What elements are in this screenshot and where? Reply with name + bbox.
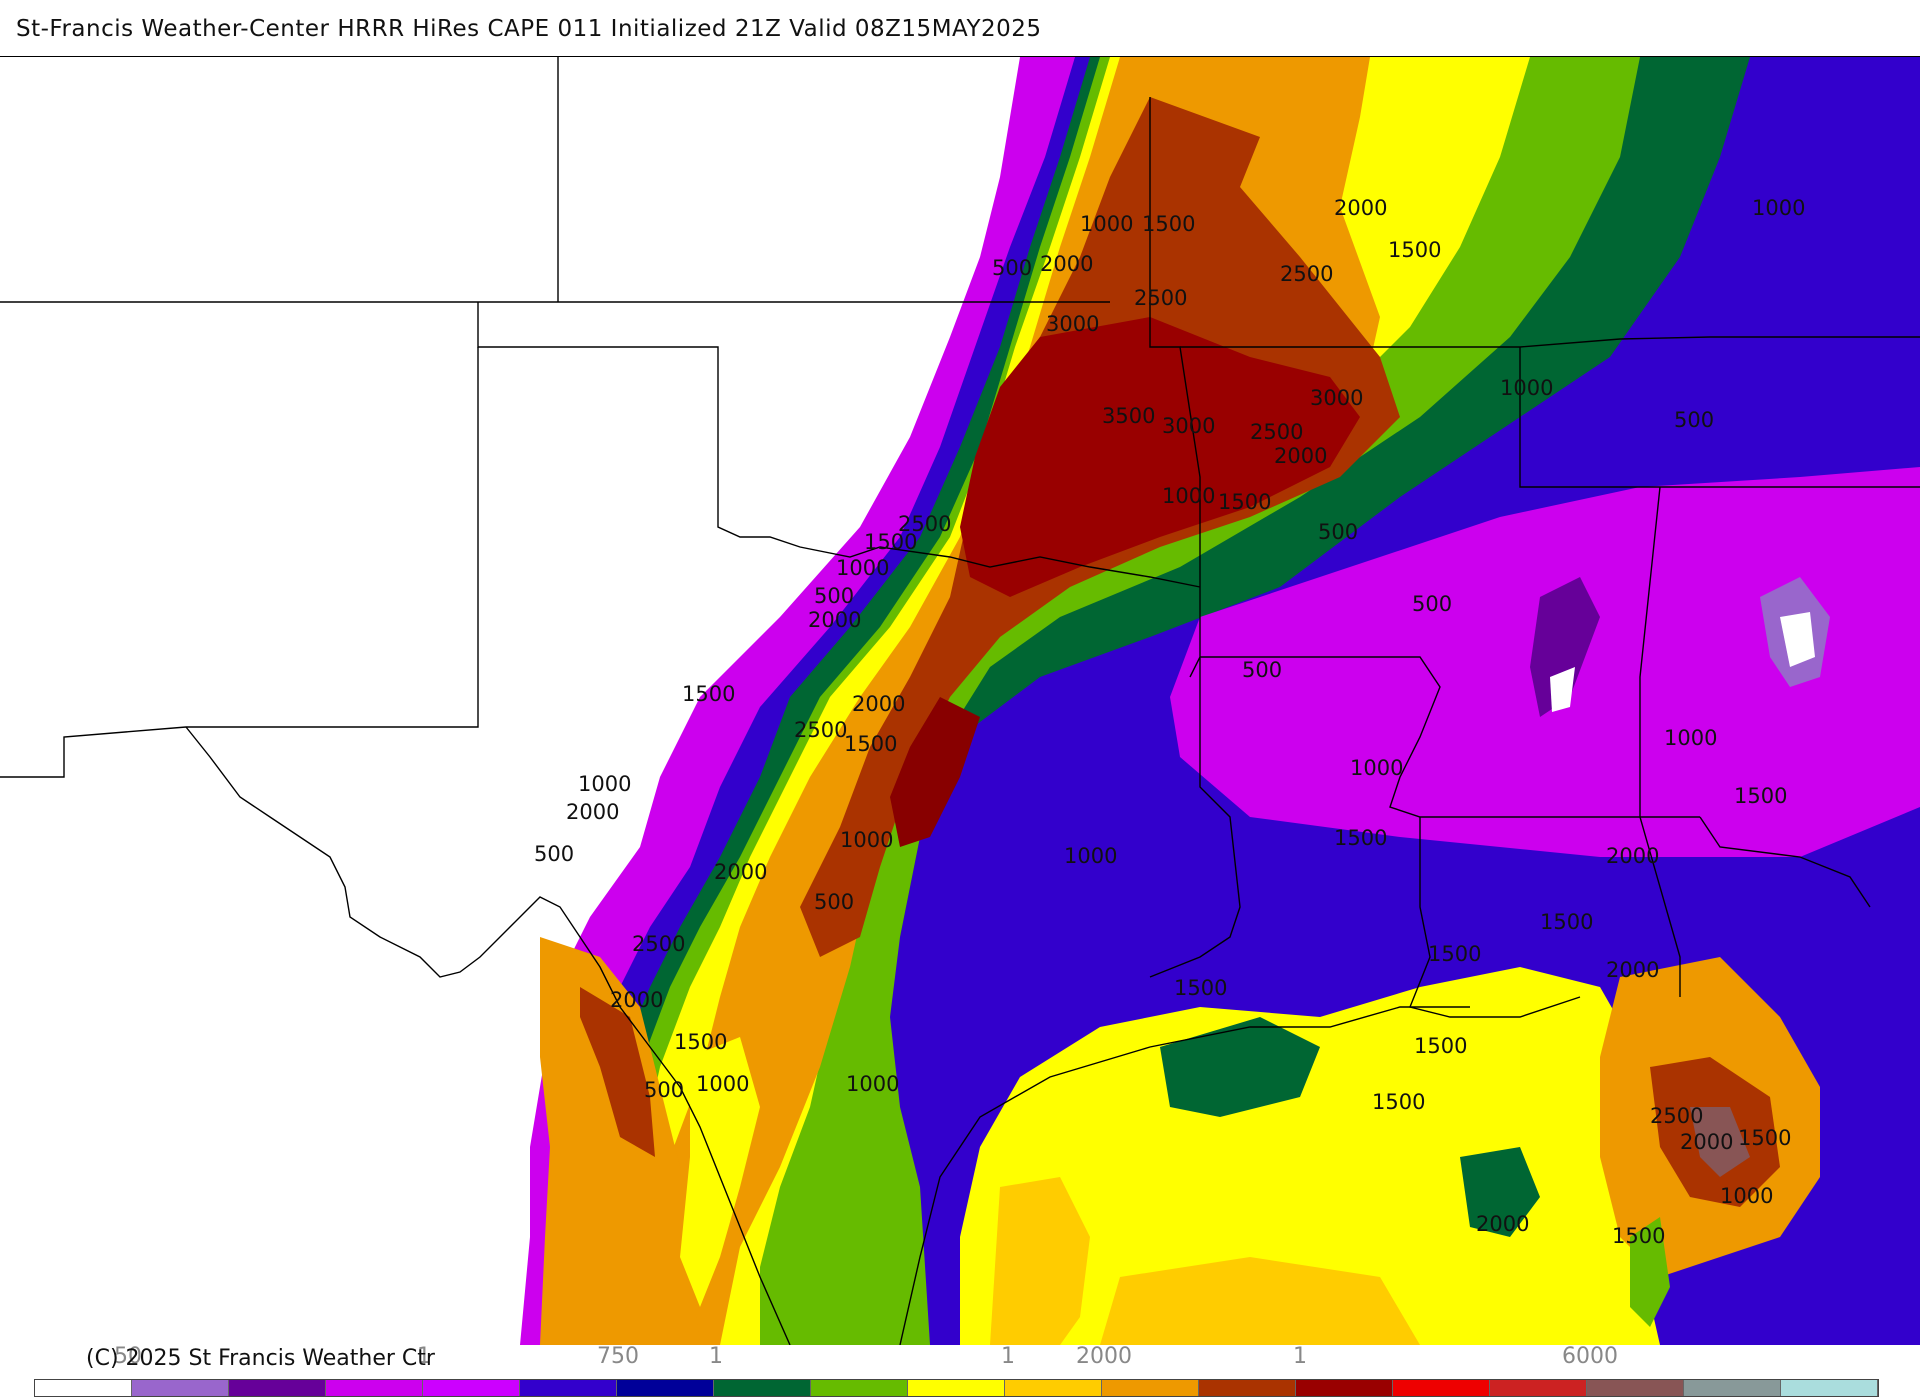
map-title: St-Francis Weather-Center HRRR HiRes CAP… <box>16 16 1042 42</box>
contour-label: 3000 <box>1310 386 1363 410</box>
contour-label: 1000 <box>1664 726 1717 750</box>
cape-fill-field <box>520 57 1920 1345</box>
contour-label: 500 <box>1242 658 1282 682</box>
colorbar-tick-label: 50 <box>114 1344 142 1369</box>
colorbar-swatch <box>35 1380 132 1396</box>
contour-label: 500 <box>1318 520 1358 544</box>
contour-label: 2000 <box>1680 1130 1733 1154</box>
contour-label: 2500 <box>1650 1104 1703 1128</box>
colorbar-swatch <box>423 1380 520 1396</box>
colorbar-tick-label: 6000 <box>1562 1344 1618 1369</box>
copyright-text: (C) 2025 St Francis Weather Ctr <box>86 1346 435 1371</box>
contour-label: 1500 <box>1218 490 1271 514</box>
colorbar-tick-label: 1 <box>709 1344 723 1369</box>
colorbar-swatch <box>229 1380 326 1396</box>
contour-label: 1000 <box>1162 484 1215 508</box>
contour-label: 2000 <box>1040 252 1093 276</box>
contour-label: 2500 <box>1250 420 1303 444</box>
contour-label: 2500 <box>632 932 685 956</box>
contour-label: 2000 <box>566 800 619 824</box>
contour-label: 2500 <box>1134 286 1187 310</box>
contour-label: 500 <box>992 256 1032 280</box>
contour-labels: 1000 1500 2000 1500 1000 500 2000 2500 3… <box>534 196 1805 1248</box>
cape-colorbar <box>34 1379 1879 1397</box>
colorbar-swatch <box>811 1380 908 1396</box>
contour-label: 1500 <box>1174 976 1227 1000</box>
contour-label: 500 <box>1674 408 1714 432</box>
colorbar-swatch <box>617 1380 714 1396</box>
contour-label: 1500 <box>1334 826 1387 850</box>
contour-label: 2000 <box>610 988 663 1012</box>
colorbar-tick-label: 1 <box>417 1344 431 1369</box>
contour-label: 1000 <box>1752 196 1805 220</box>
colorbar-swatch <box>132 1380 229 1396</box>
state-borders <box>0 57 1920 1345</box>
contour-label: 500 <box>644 1078 684 1102</box>
contour-label: 1000 <box>1080 212 1133 236</box>
cape-map: 1000 1500 2000 1500 1000 500 2000 2500 3… <box>0 56 1920 1345</box>
colorbar-swatch <box>326 1380 423 1396</box>
contour-label: 1500 <box>1738 1126 1791 1150</box>
contour-label: 500 <box>1412 592 1452 616</box>
cape-band-3500 <box>960 317 1360 597</box>
contour-label: 2500 <box>898 512 951 536</box>
contour-label: 3500 <box>1102 404 1155 428</box>
colorbar-swatch <box>1296 1380 1393 1396</box>
contour-label: 1000 <box>1500 376 1553 400</box>
contour-label: 1500 <box>682 682 735 706</box>
contour-label: 1000 <box>1720 1184 1773 1208</box>
contour-label: 1500 <box>1414 1034 1467 1058</box>
contour-label: 1500 <box>1388 238 1441 262</box>
contour-label: 500 <box>534 842 574 866</box>
contour-label: 1500 <box>1372 1090 1425 1114</box>
contour-label: 1000 <box>836 556 889 580</box>
contour-label: 2000 <box>1274 444 1327 468</box>
contour-label: 1000 <box>840 828 893 852</box>
colorbar-tick-label: 1 <box>1293 1344 1307 1369</box>
contour-label: 1500 <box>1734 784 1787 808</box>
contour-label: 2500 <box>1280 262 1333 286</box>
contour-label: 2000 <box>714 860 767 884</box>
colorbar-tick-label: 2000 <box>1076 1344 1132 1369</box>
contour-label: 1500 <box>674 1030 727 1054</box>
colorbar-swatch <box>1684 1380 1781 1396</box>
contour-label: 2500 <box>794 718 847 742</box>
contour-label: 1000 <box>578 772 631 796</box>
colorbar-swatch <box>1781 1380 1878 1396</box>
contour-label: 1500 <box>1612 1224 1665 1248</box>
contour-label: 1500 <box>844 732 897 756</box>
colorbar-swatch <box>1587 1380 1684 1396</box>
colorbar-swatch <box>908 1380 1005 1396</box>
contour-label: 3000 <box>1046 312 1099 336</box>
contour-label: 500 <box>814 890 854 914</box>
contour-label: 2000 <box>1476 1212 1529 1236</box>
colorbar-swatch <box>520 1380 617 1396</box>
contour-label: 2000 <box>1606 844 1659 868</box>
contour-label: 1000 <box>1064 844 1117 868</box>
colorbar-tick-label: 750 <box>597 1344 639 1369</box>
colorbar-swatch <box>1393 1380 1490 1396</box>
contour-label: 2000 <box>1606 958 1659 982</box>
contour-label: 1500 <box>1142 212 1195 236</box>
contour-label: 1500 <box>1428 942 1481 966</box>
contour-label: 3000 <box>1162 414 1215 438</box>
contour-label: 500 <box>814 584 854 608</box>
colorbar-swatch <box>714 1380 811 1396</box>
contour-label: 1000 <box>1350 756 1403 780</box>
contour-label: 1500 <box>864 530 917 554</box>
contour-label: 1500 <box>1540 910 1593 934</box>
colorbar-tick-label: 1 <box>1001 1344 1015 1369</box>
contour-label: 2000 <box>1334 196 1387 220</box>
colorbar-swatch <box>1102 1380 1199 1396</box>
contour-label: 1000 <box>696 1072 749 1096</box>
contour-label: 2000 <box>808 608 861 632</box>
colorbar-swatch <box>1490 1380 1587 1396</box>
colorbar-swatch <box>1199 1380 1296 1396</box>
contour-label: 2000 <box>852 692 905 716</box>
colorbar-swatch <box>1005 1380 1102 1396</box>
contour-label: 1000 <box>846 1072 899 1096</box>
